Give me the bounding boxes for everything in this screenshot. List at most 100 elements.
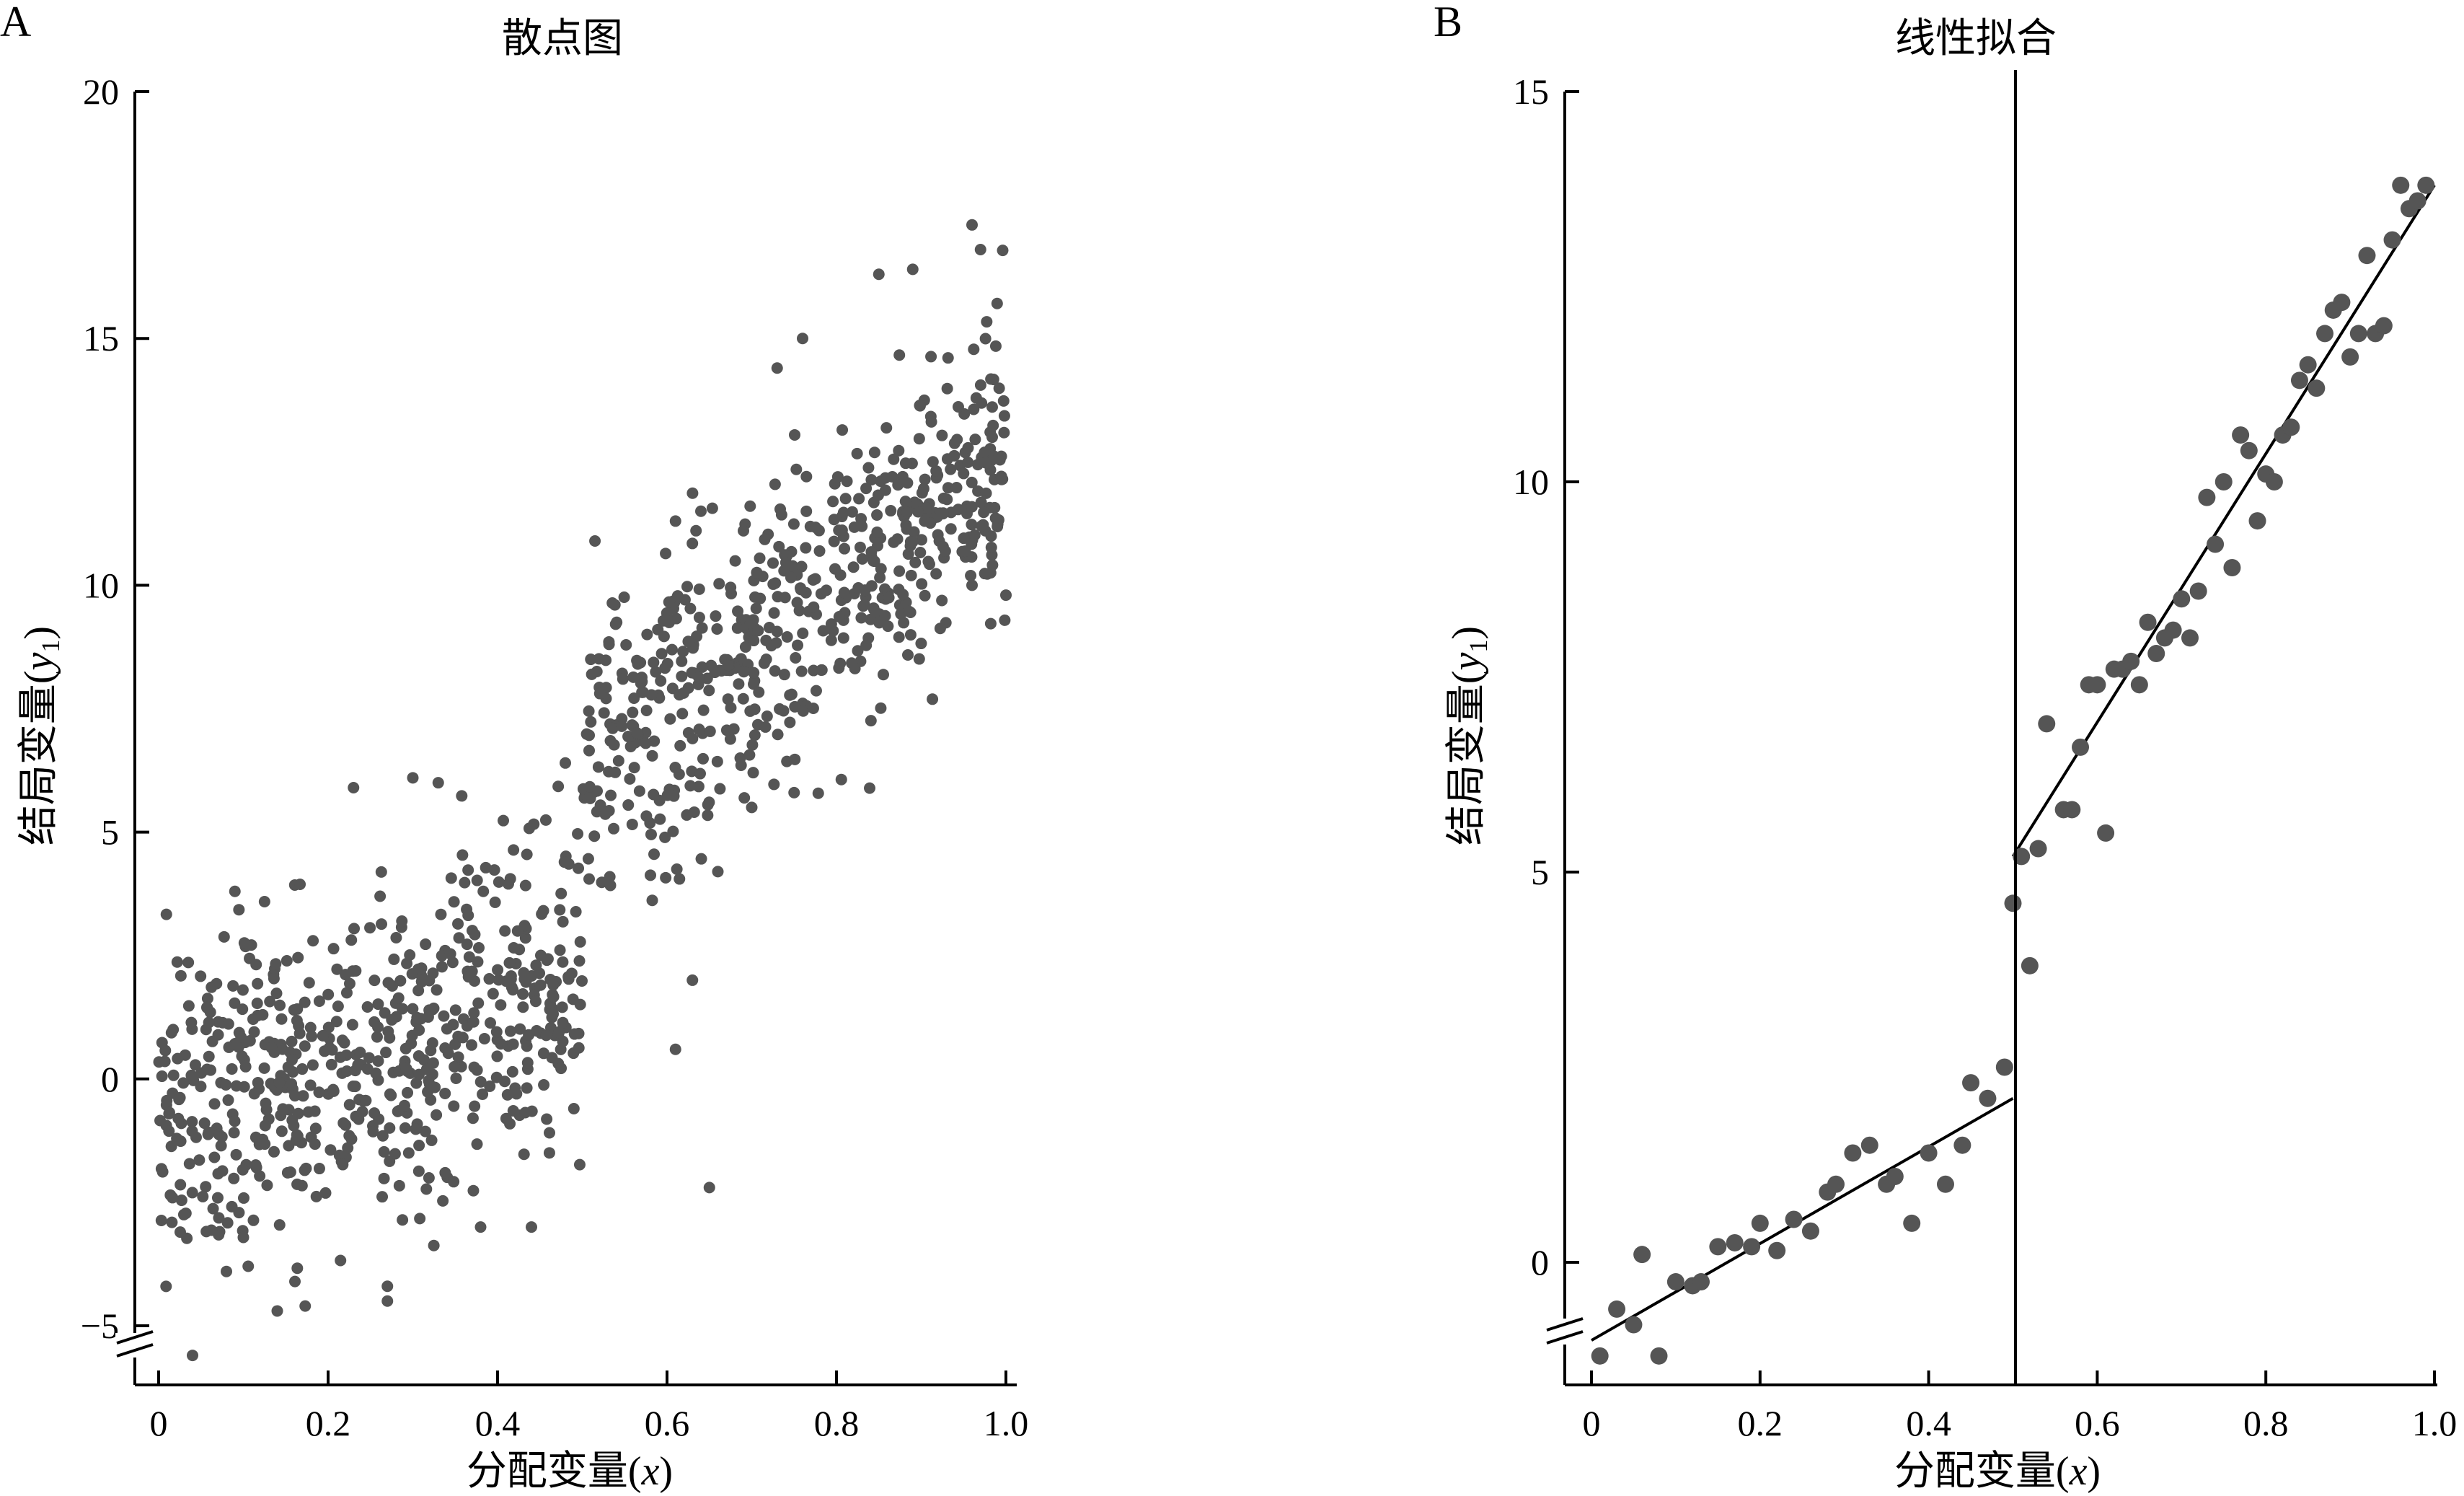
- data-point: [913, 433, 925, 445]
- data-point: [600, 654, 612, 666]
- data-point: [800, 542, 812, 554]
- data-point: [185, 1069, 198, 1081]
- data-point: [187, 1350, 198, 1362]
- data-point: [273, 1076, 286, 1088]
- data-point: [439, 1166, 451, 1179]
- panel-b-x-ticks: 0 0.2 0.4 0.6 0.8 1.0: [1583, 1370, 2457, 1443]
- data-point: [202, 1128, 214, 1140]
- data-point: [198, 1117, 211, 1130]
- data-point: [919, 473, 931, 485]
- y-tick-label: 15: [83, 318, 119, 358]
- data-point: [392, 1105, 404, 1117]
- data-point: [388, 953, 400, 965]
- data-point: [959, 545, 971, 558]
- data-point: [396, 915, 408, 928]
- data-point: [696, 622, 708, 634]
- data-point: [962, 456, 974, 468]
- data-point: [555, 887, 568, 899]
- data-point: [547, 990, 560, 1003]
- data-point: [220, 1079, 232, 1091]
- data-point: [310, 1190, 322, 1202]
- data-point: [521, 1082, 533, 1094]
- x-tick-label: 0.6: [2075, 1403, 2120, 1443]
- data-point: [710, 610, 722, 622]
- data-point: [751, 566, 763, 578]
- data-point: [779, 591, 791, 604]
- data-point: [599, 808, 611, 820]
- data-point: [667, 825, 679, 837]
- data-point: [1650, 1347, 1668, 1365]
- data-point: [966, 519, 978, 531]
- data-point: [1995, 1058, 2013, 1076]
- data-point: [979, 568, 991, 580]
- data-point: [655, 675, 667, 687]
- data-point: [200, 1024, 212, 1036]
- data-point: [640, 810, 653, 822]
- data-point: [835, 773, 847, 786]
- data-point: [793, 604, 805, 617]
- data-point: [936, 429, 948, 441]
- data-point: [378, 1145, 390, 1158]
- data-point: [833, 610, 845, 622]
- data-point: [330, 1016, 343, 1028]
- data-point: [518, 1148, 530, 1161]
- data-point: [222, 1094, 234, 1106]
- data-point: [565, 967, 578, 980]
- data-point: [441, 1023, 453, 1035]
- data-point: [676, 670, 688, 682]
- data-point: [749, 729, 761, 742]
- data-point: [156, 1166, 169, 1178]
- data-point: [177, 1077, 190, 1089]
- data-point: [882, 620, 894, 633]
- data-point: [837, 506, 849, 519]
- data-point: [319, 1187, 332, 1199]
- data-point: [465, 1039, 477, 1051]
- data-point: [173, 1094, 185, 1106]
- data-point: [841, 475, 853, 488]
- data-point: [582, 853, 594, 865]
- data-point: [348, 782, 360, 794]
- data-point: [583, 705, 595, 717]
- data-point: [583, 744, 596, 757]
- data-point: [372, 1021, 384, 1033]
- data-point: [693, 672, 705, 684]
- data-point: [725, 581, 737, 594]
- data-point: [919, 515, 931, 527]
- data-point: [368, 1107, 381, 1119]
- data-point: [825, 618, 837, 630]
- data-point: [2013, 848, 2031, 866]
- data-point: [544, 1127, 556, 1139]
- data-point: [259, 1119, 271, 1132]
- data-point: [436, 950, 448, 962]
- data-point: [917, 483, 929, 495]
- data-point: [853, 493, 865, 505]
- x-tick-label: 0.8: [2243, 1403, 2289, 1443]
- data-point: [837, 632, 849, 644]
- data-point: [686, 487, 699, 499]
- data-point: [754, 552, 766, 564]
- data-point: [467, 1184, 480, 1197]
- data-point: [966, 476, 978, 488]
- data-point: [557, 956, 569, 968]
- data-point: [1860, 1136, 1878, 1154]
- data-point: [239, 1060, 252, 1073]
- data-point: [583, 780, 596, 793]
- data-point: [854, 541, 866, 553]
- data-point: [839, 542, 851, 555]
- data-point: [508, 844, 520, 856]
- data-point: [2063, 801, 2081, 819]
- data-point: [997, 245, 1009, 257]
- data-point: [888, 453, 900, 465]
- data-point: [294, 878, 306, 890]
- data-point: [767, 557, 779, 569]
- data-point: [343, 977, 356, 990]
- data-point: [503, 956, 516, 969]
- data-point: [484, 1017, 496, 1029]
- data-point: [237, 1163, 249, 1176]
- data-point: [537, 1047, 549, 1060]
- data-point: [573, 1158, 586, 1171]
- data-point: [208, 1151, 221, 1163]
- data-point: [704, 725, 716, 737]
- data-point: [335, 1254, 347, 1267]
- data-point: [233, 904, 245, 916]
